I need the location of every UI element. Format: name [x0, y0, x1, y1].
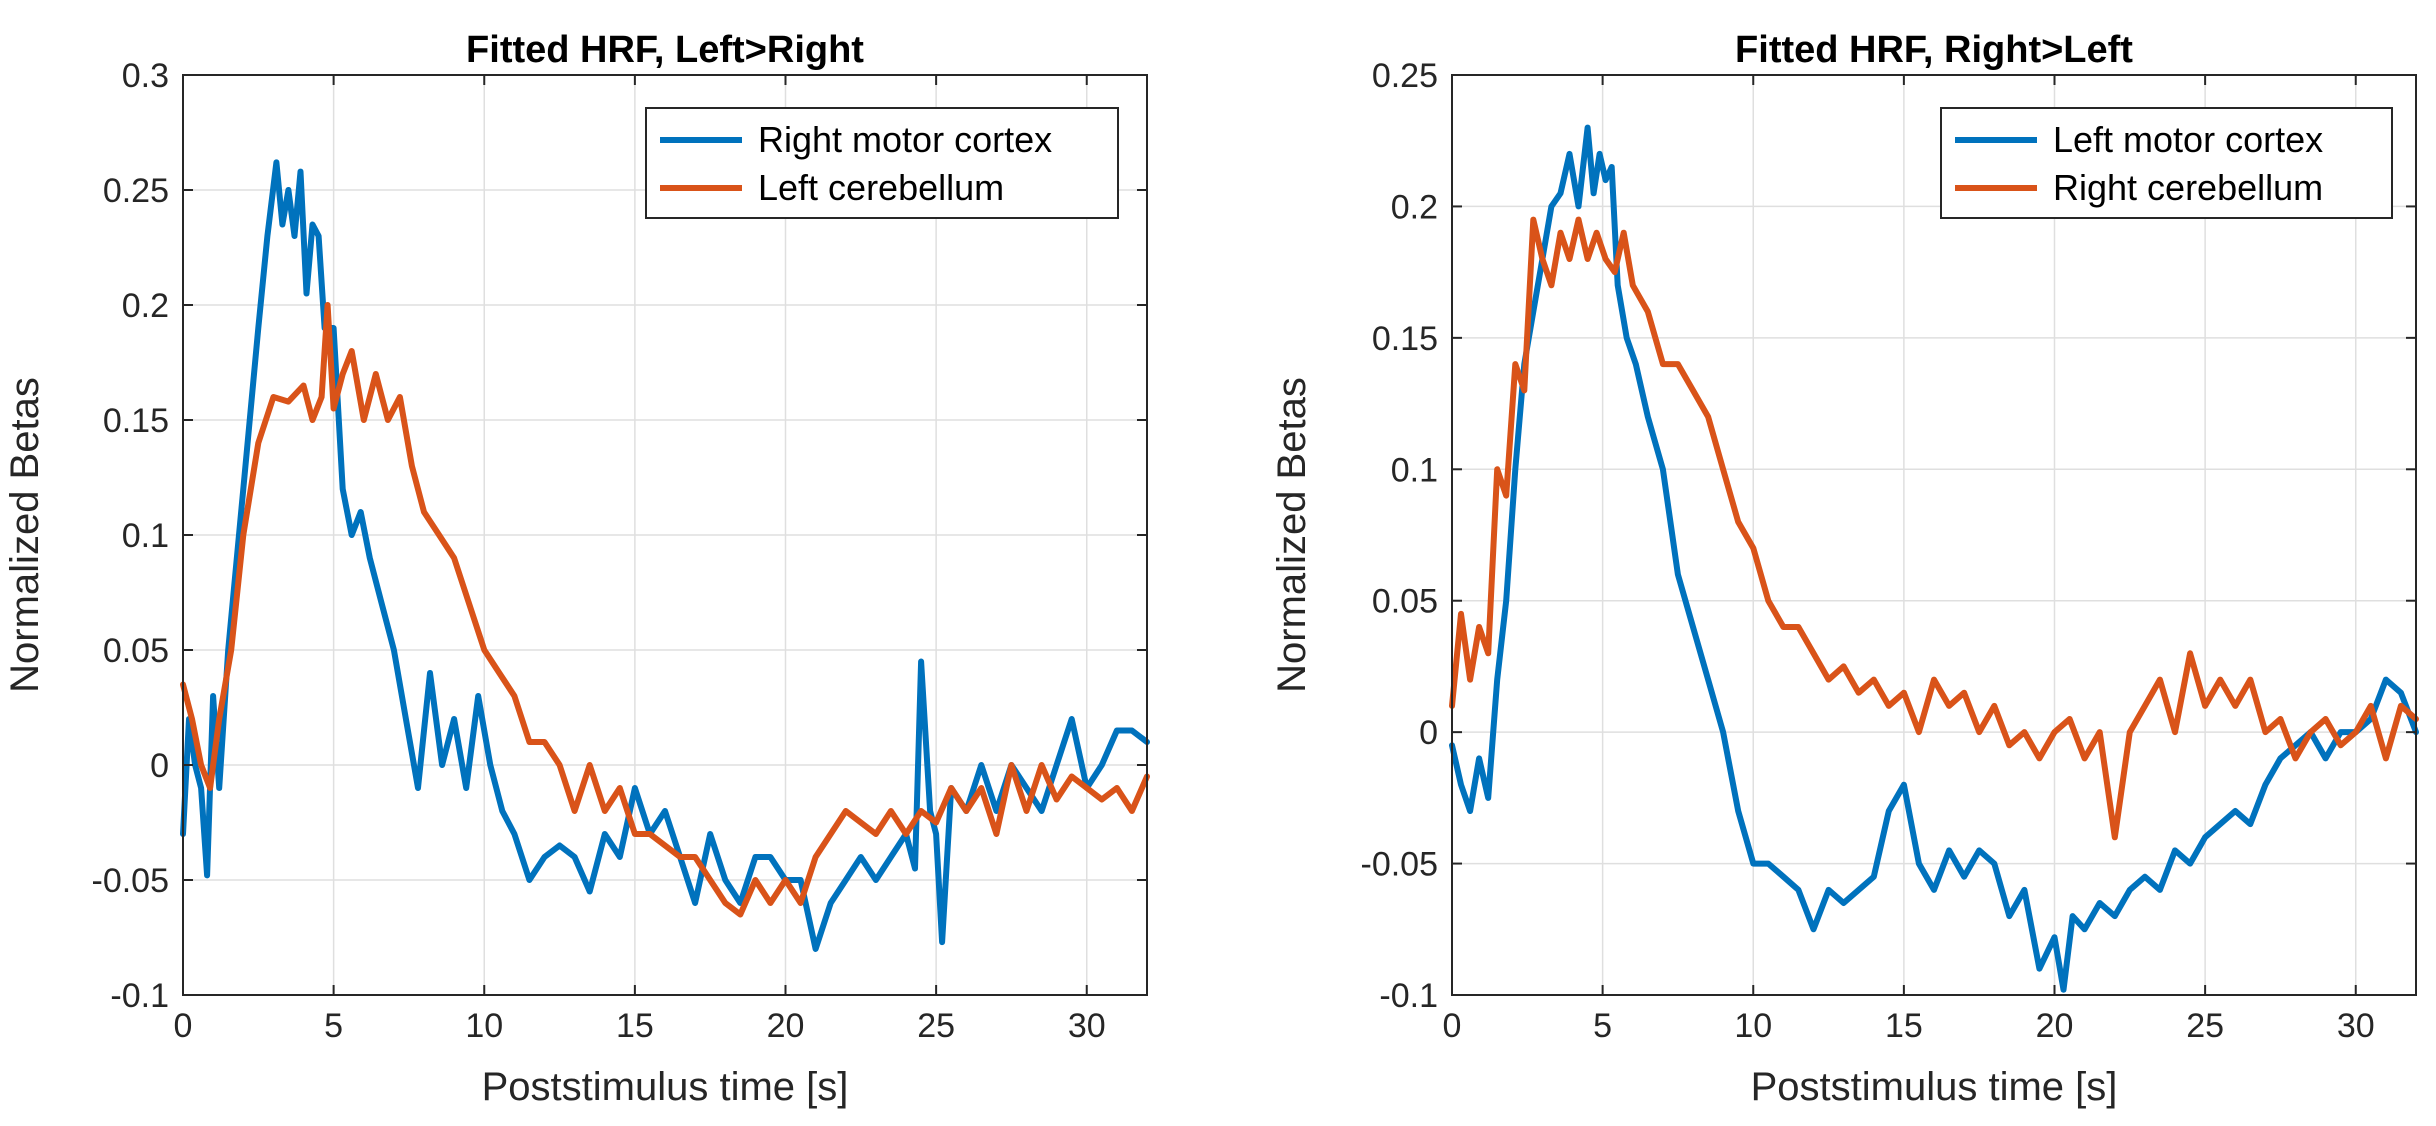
legend: Left motor cortex Right cerebellum — [1940, 107, 2393, 219]
x-tick-label: 5 — [324, 1007, 343, 1045]
chart-title: Fitted HRF, Right>Left — [1735, 29, 2133, 71]
x-axis-label: Poststimulus time [s] — [482, 1065, 849, 1109]
x-tick-label: 25 — [2186, 1007, 2224, 1045]
x-axis-label: Poststimulus time [s] — [1751, 1065, 2118, 1109]
y-tick-label: 0.1 — [1391, 451, 1438, 489]
x-tick-label: 25 — [917, 1007, 955, 1045]
y-tick-label: 0.25 — [103, 172, 169, 210]
series-line-right-cerebellum — [1449, 216, 2419, 841]
legend-box — [1940, 107, 2393, 219]
y-axis-label: Normalized Betas — [3, 377, 47, 693]
x-tick-label: 10 — [1734, 1007, 1772, 1045]
y-tick-label: -0.05 — [92, 862, 170, 900]
x-tick-label: 0 — [1443, 1007, 1462, 1045]
x-tick-label: 10 — [465, 1007, 503, 1045]
series-line-left-motor-cortex — [1449, 124, 2419, 993]
chart-left-left-gt-right: 0 5 10 15 20 25 30 -0.1 -0.05 0 0.05 0.1 0.15 0.2 0.25… — [3, 29, 1150, 1109]
y-tick-label: -0.1 — [1379, 977, 1438, 1015]
y-tick-label: -0.1 — [110, 977, 169, 1015]
y-tick-label: 0.05 — [103, 632, 169, 670]
legend-entry: Right cerebellum — [2053, 167, 2323, 208]
series-line-left-cerebellum — [180, 302, 1150, 918]
x-tick-label: 15 — [1885, 1007, 1923, 1045]
y-tick-label: -0.05 — [1361, 846, 1439, 884]
series-line-right-motor-cortex — [180, 159, 1150, 952]
x-tick-label: 0 — [174, 1007, 193, 1045]
y-tick-label: 0.2 — [122, 287, 169, 325]
legend-entry: Right motor cortex — [758, 119, 1052, 160]
y-tick-label: 0.05 — [1372, 583, 1438, 621]
x-tick-label: 30 — [2337, 1007, 2375, 1045]
legend-entry: Left motor cortex — [2053, 119, 2323, 160]
x-tick-label: 20 — [767, 1007, 805, 1045]
legend-entry: Left cerebellum — [758, 167, 1004, 208]
y-tick-label: 0.2 — [1391, 188, 1438, 226]
chart-right-right-gt-left: 0 5 10 15 20 25 30 -0.1 -0.05 0 0.05 0.1 0.15 0.2 0.25… — [1270, 29, 2419, 1109]
y-tick-label: 0.3 — [122, 57, 169, 95]
legend: Right motor cortex Left cerebellum — [645, 107, 1119, 219]
y-tick-label: 0.15 — [1372, 320, 1438, 358]
y-tick-label: 0 — [1419, 714, 1438, 752]
chart-title: Fitted HRF, Left>Right — [466, 29, 864, 71]
y-tick-label: 0.15 — [103, 402, 169, 440]
x-tick-label: 20 — [2036, 1007, 2074, 1045]
axes-frame — [1451, 74, 2417, 996]
y-axis-label: Normalized Betas — [1270, 377, 1314, 693]
x-tick-label: 30 — [1068, 1007, 1106, 1045]
y-tick-label: 0.1 — [122, 517, 169, 555]
y-tick-label: 0.25 — [1372, 57, 1438, 95]
legend-box — [645, 107, 1119, 219]
x-tick-label: 15 — [616, 1007, 654, 1045]
y-tick-label: 0 — [150, 747, 169, 785]
x-tick-label: 5 — [1593, 1007, 1612, 1045]
